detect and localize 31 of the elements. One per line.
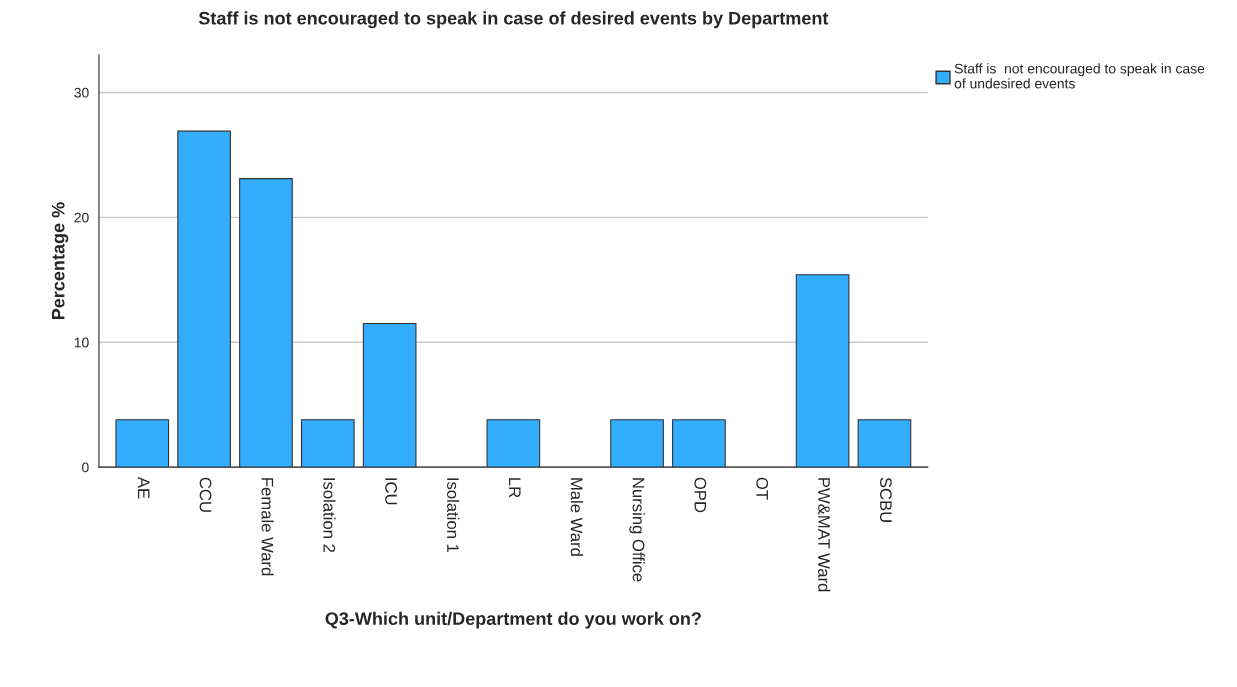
x-tick-label: Nursing Office xyxy=(629,478,645,582)
y-tick-label: 0 xyxy=(82,462,89,473)
x-axis-title: Q3-Which unit/Department do you work on? xyxy=(325,611,701,629)
bar xyxy=(610,419,664,468)
x-tick-label: CCU xyxy=(199,477,212,512)
bar xyxy=(300,419,355,468)
x-tick-label: OT xyxy=(756,477,769,500)
x-tick-label: AE xyxy=(137,476,150,499)
bar xyxy=(239,178,293,468)
x-tick-label: OPD xyxy=(694,477,707,513)
y-axis-title: Percentage % xyxy=(51,202,69,320)
y-tick-label: 20 xyxy=(74,212,89,223)
x-tick-label: LR xyxy=(509,478,521,498)
x-tick-label: ICU xyxy=(385,478,397,505)
chart-title: Staff is not encouraged to speak in case of desired events by Department xyxy=(198,11,829,29)
bar xyxy=(486,419,541,468)
legend-label: Staff is not encouraged to speak in case of undesired events xyxy=(954,63,1205,89)
bar xyxy=(362,322,417,468)
y-tick-label: 30 xyxy=(74,87,89,98)
bar xyxy=(672,419,726,468)
x-tick-label: Female Ward xyxy=(261,478,274,576)
x-tick-label: Isolation 1 xyxy=(447,478,460,553)
x-tick-label: Isolation 2 xyxy=(323,478,336,553)
x-tick-label: PW&MAT Ward xyxy=(818,478,831,592)
bar xyxy=(115,419,170,468)
x-tick-label: Male Ward xyxy=(570,478,583,556)
bar xyxy=(177,130,231,468)
bar xyxy=(857,419,912,468)
bar xyxy=(795,274,850,468)
y-tick-label: 10 xyxy=(74,337,89,348)
x-tick-label: SCBU xyxy=(879,477,892,522)
